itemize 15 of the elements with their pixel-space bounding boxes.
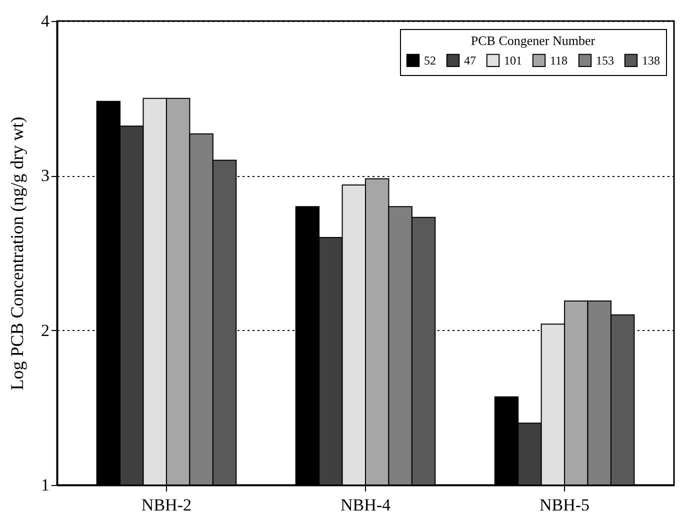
x-tick-label: NBH-2 [141, 496, 192, 514]
legend-label: 138 [642, 53, 660, 68]
y-tick-label: 4 [41, 12, 50, 30]
y-tick-label: 3 [41, 166, 50, 186]
legend-label: 118 [550, 53, 568, 68]
legend-label: 47 [464, 53, 476, 68]
x-tick-label: NBH-4 [340, 496, 392, 514]
x-tick-label: NBH-5 [540, 496, 590, 514]
legend-title: PCB Congener Number [470, 33, 596, 48]
y-tick-label: 2 [41, 320, 50, 340]
y-tick-label: 1 [41, 476, 50, 494]
legend-label: 153 [596, 53, 614, 68]
legend-label: 52 [424, 53, 436, 68]
y-axis-title: Log PCB Concentration (ng/g dry wt) [7, 116, 27, 390]
legend-label: 101 [504, 53, 522, 68]
